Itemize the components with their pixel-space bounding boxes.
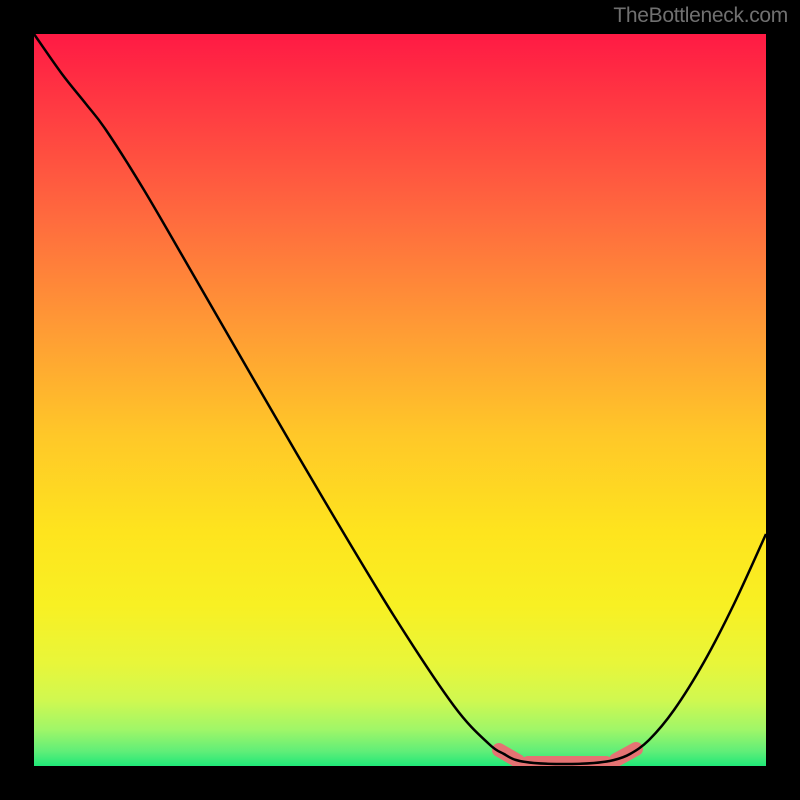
- bottleneck-curve: [34, 34, 766, 764]
- curve-layer: [34, 34, 766, 766]
- plot-area: [34, 34, 766, 766]
- watermark-text: TheBottleneck.com: [613, 4, 788, 28]
